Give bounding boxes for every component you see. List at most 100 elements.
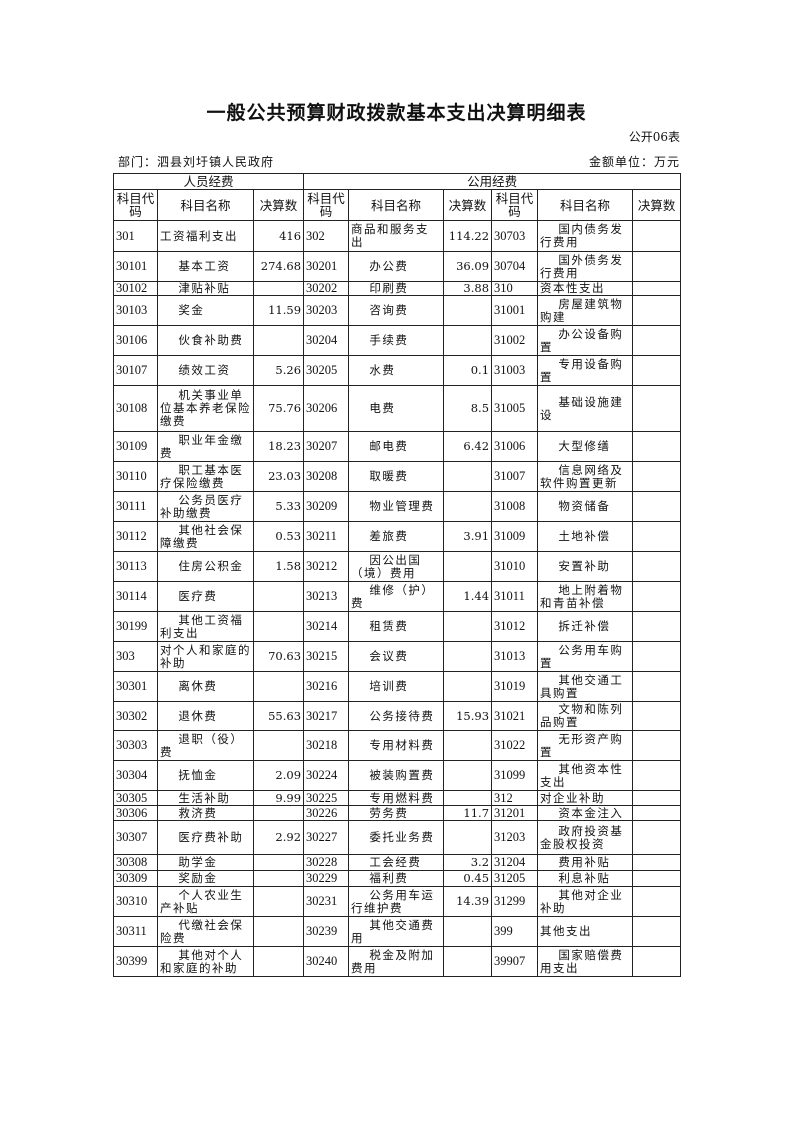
subject-name-cell: 被装购置费 [348,760,445,791]
subject-name-cell: 退休费 [157,701,254,731]
subject-code-cell: 30112 [113,521,158,552]
table-row: 30309 奖励金 30229 福利费 0.45 31205 利息补贴 [113,870,682,887]
subject-code-cell: 312 [491,790,539,806]
subject-name-cell: 办公费 [348,251,445,282]
subject-code-cell: 30304 [113,760,158,791]
amount-cell [252,805,305,821]
table-row: 301 工资福利支出 416 302 商品和服务支出 114.22 30703 国内债务发行费… [113,220,682,252]
amount-cell [252,916,305,947]
amount-cell: 6.42 [443,431,493,462]
subject-code-cell: 30217 [303,701,350,731]
amount-cell: 14.39 [443,886,493,917]
amount-cell [632,431,682,462]
subject-code-cell: 30205 [303,355,350,386]
subject-name-cell: 会议费 [348,641,445,672]
subject-code-cell: 31204 [491,854,539,871]
subject-code-cell: 30103 [113,295,158,326]
table-row: 30101 基本工资 274.68 30201 办公费 36.09 30704 国外债务发行费… [113,251,682,282]
amount-cell [443,551,493,582]
subject-code-cell: 31007 [491,461,539,492]
subject-code-cell: 30202 [303,281,350,296]
subject-name-cell: 租赁费 [348,611,445,642]
subject-name-cell: 救济费 [157,805,254,821]
amount-cell: 2.09 [252,760,305,791]
amount-cell [632,760,682,791]
subject-code-cell: 31203 [491,820,539,855]
subject-code-cell: 30113 [113,551,158,582]
amount-cell: 70.63 [252,641,305,672]
table-row: 30399 其他对个人和家庭的补助 30240 税金及附加费用 39907 国家赔偿费用支… [113,946,682,977]
subject-code-cell: 31010 [491,551,539,582]
amount-cell [632,946,682,977]
table-row: 30108 机关事业单位基本养老保险缴费 75.76 30206 电费 8.5 31005 基… [113,385,682,432]
amount-cell: 2.92 [252,820,305,855]
subject-name-cell: 其他对企业补助 [537,886,634,917]
subject-name-cell: 资本性支出 [537,281,634,296]
subject-code-cell: 31005 [491,385,539,432]
amount-cell: 5.26 [252,355,305,386]
table-row: 30305 生活补助 9.99 30225 专用燃料费 312 对企业补助 [113,790,682,806]
amount-cell [443,946,493,977]
amount-cell [632,870,682,887]
amount-cell: 1.58 [252,551,305,582]
subject-name-cell: 地上附着物和青苗补偿 [537,581,634,612]
subject-code-cell: 30211 [303,521,350,552]
column-header-amount: 决算数 [632,189,682,221]
subject-name-cell: 邮电费 [348,431,445,462]
subject-name-cell: 其他社会保障缴费 [157,521,254,552]
table-row: 303 对个人和家庭的补助 70.63 30215 会议费 31013 公务用车购置 [113,641,682,672]
amount-cell: 114.22 [443,220,493,252]
subject-name-cell: 国内债务发行费用 [537,220,634,252]
subject-name-cell: 房屋建筑物购建 [537,295,634,326]
column-header-name: 科目名称 [348,189,445,221]
subject-code-cell: 301 [113,220,158,252]
subject-code-cell: 30208 [303,461,350,492]
subject-name-cell: 抚恤金 [157,760,254,791]
subject-name-cell: 医疗费补助 [157,820,254,855]
subject-name-cell: 咨询费 [348,295,445,326]
subject-code-cell: 30310 [113,886,158,917]
amount-cell: 15.93 [443,701,493,731]
table-row: 30302 退休费 55.63 30217 公务接待费 15.93 31021 文物和陈列品购… [113,701,682,731]
subject-name-cell: 住房公积金 [157,551,254,582]
amount-cell [632,805,682,821]
amount-cell [632,671,682,702]
subject-code-cell: 39907 [491,946,539,977]
subject-name-cell: 离休费 [157,671,254,702]
subject-name-cell: 物业管理费 [348,491,445,522]
subject-code-cell: 31002 [491,325,539,356]
amount-cell: 416 [252,220,305,252]
subject-code-cell: 30226 [303,805,350,821]
column-header-name: 科目名称 [157,189,254,221]
table-row: 30106 伙食补助费 30204 手续费 31002 办公设备购置 [113,325,682,356]
amount-cell: 11.59 [252,295,305,326]
column-header-name: 科目名称 [537,189,634,221]
subject-name-cell: 税金及附加费用 [348,946,445,977]
subject-code-cell: 30303 [113,730,158,761]
subject-code-cell: 30214 [303,611,350,642]
table-row: 30103 奖金 11.59 30203 咨询费 31001 房屋建筑物购建 [113,295,682,326]
subject-name-cell: 医疗费 [157,581,254,612]
group-header-personnel: 人员经费 [112,173,305,190]
amount-cell [632,730,682,761]
form-number: 公开06表 [628,130,680,144]
subject-name-cell: 利息补贴 [537,870,634,887]
subject-code-cell: 31008 [491,491,539,522]
subject-name-cell: 基本工资 [157,251,254,282]
subject-code-cell: 30306 [113,805,158,821]
subject-name-cell: 其他工资福利支出 [157,611,254,642]
subject-name-cell: 拆迁补偿 [537,611,634,642]
amount-cell [443,611,493,642]
amount-cell [632,295,682,326]
amount-cell [252,886,305,917]
subject-code-cell: 30110 [113,461,158,492]
table-row: 30113 住房公积金 1.58 30212 因公出国（境）费用 31010 安置补助 [113,551,682,582]
subject-name-cell: 公务用车购置 [537,641,634,672]
subject-code-cell: 30212 [303,551,350,582]
subject-code-cell: 30399 [113,946,158,977]
subject-code-cell: 30114 [113,581,158,612]
subject-name-cell: 职业年金缴费 [157,431,254,462]
subject-name-cell: 委托业务费 [348,820,445,855]
subject-code-cell: 30703 [491,220,539,252]
table-row: 30112 其他社会保障缴费 0.53 30211 差旅费 3.91 31009 土地补偿 [113,521,682,552]
